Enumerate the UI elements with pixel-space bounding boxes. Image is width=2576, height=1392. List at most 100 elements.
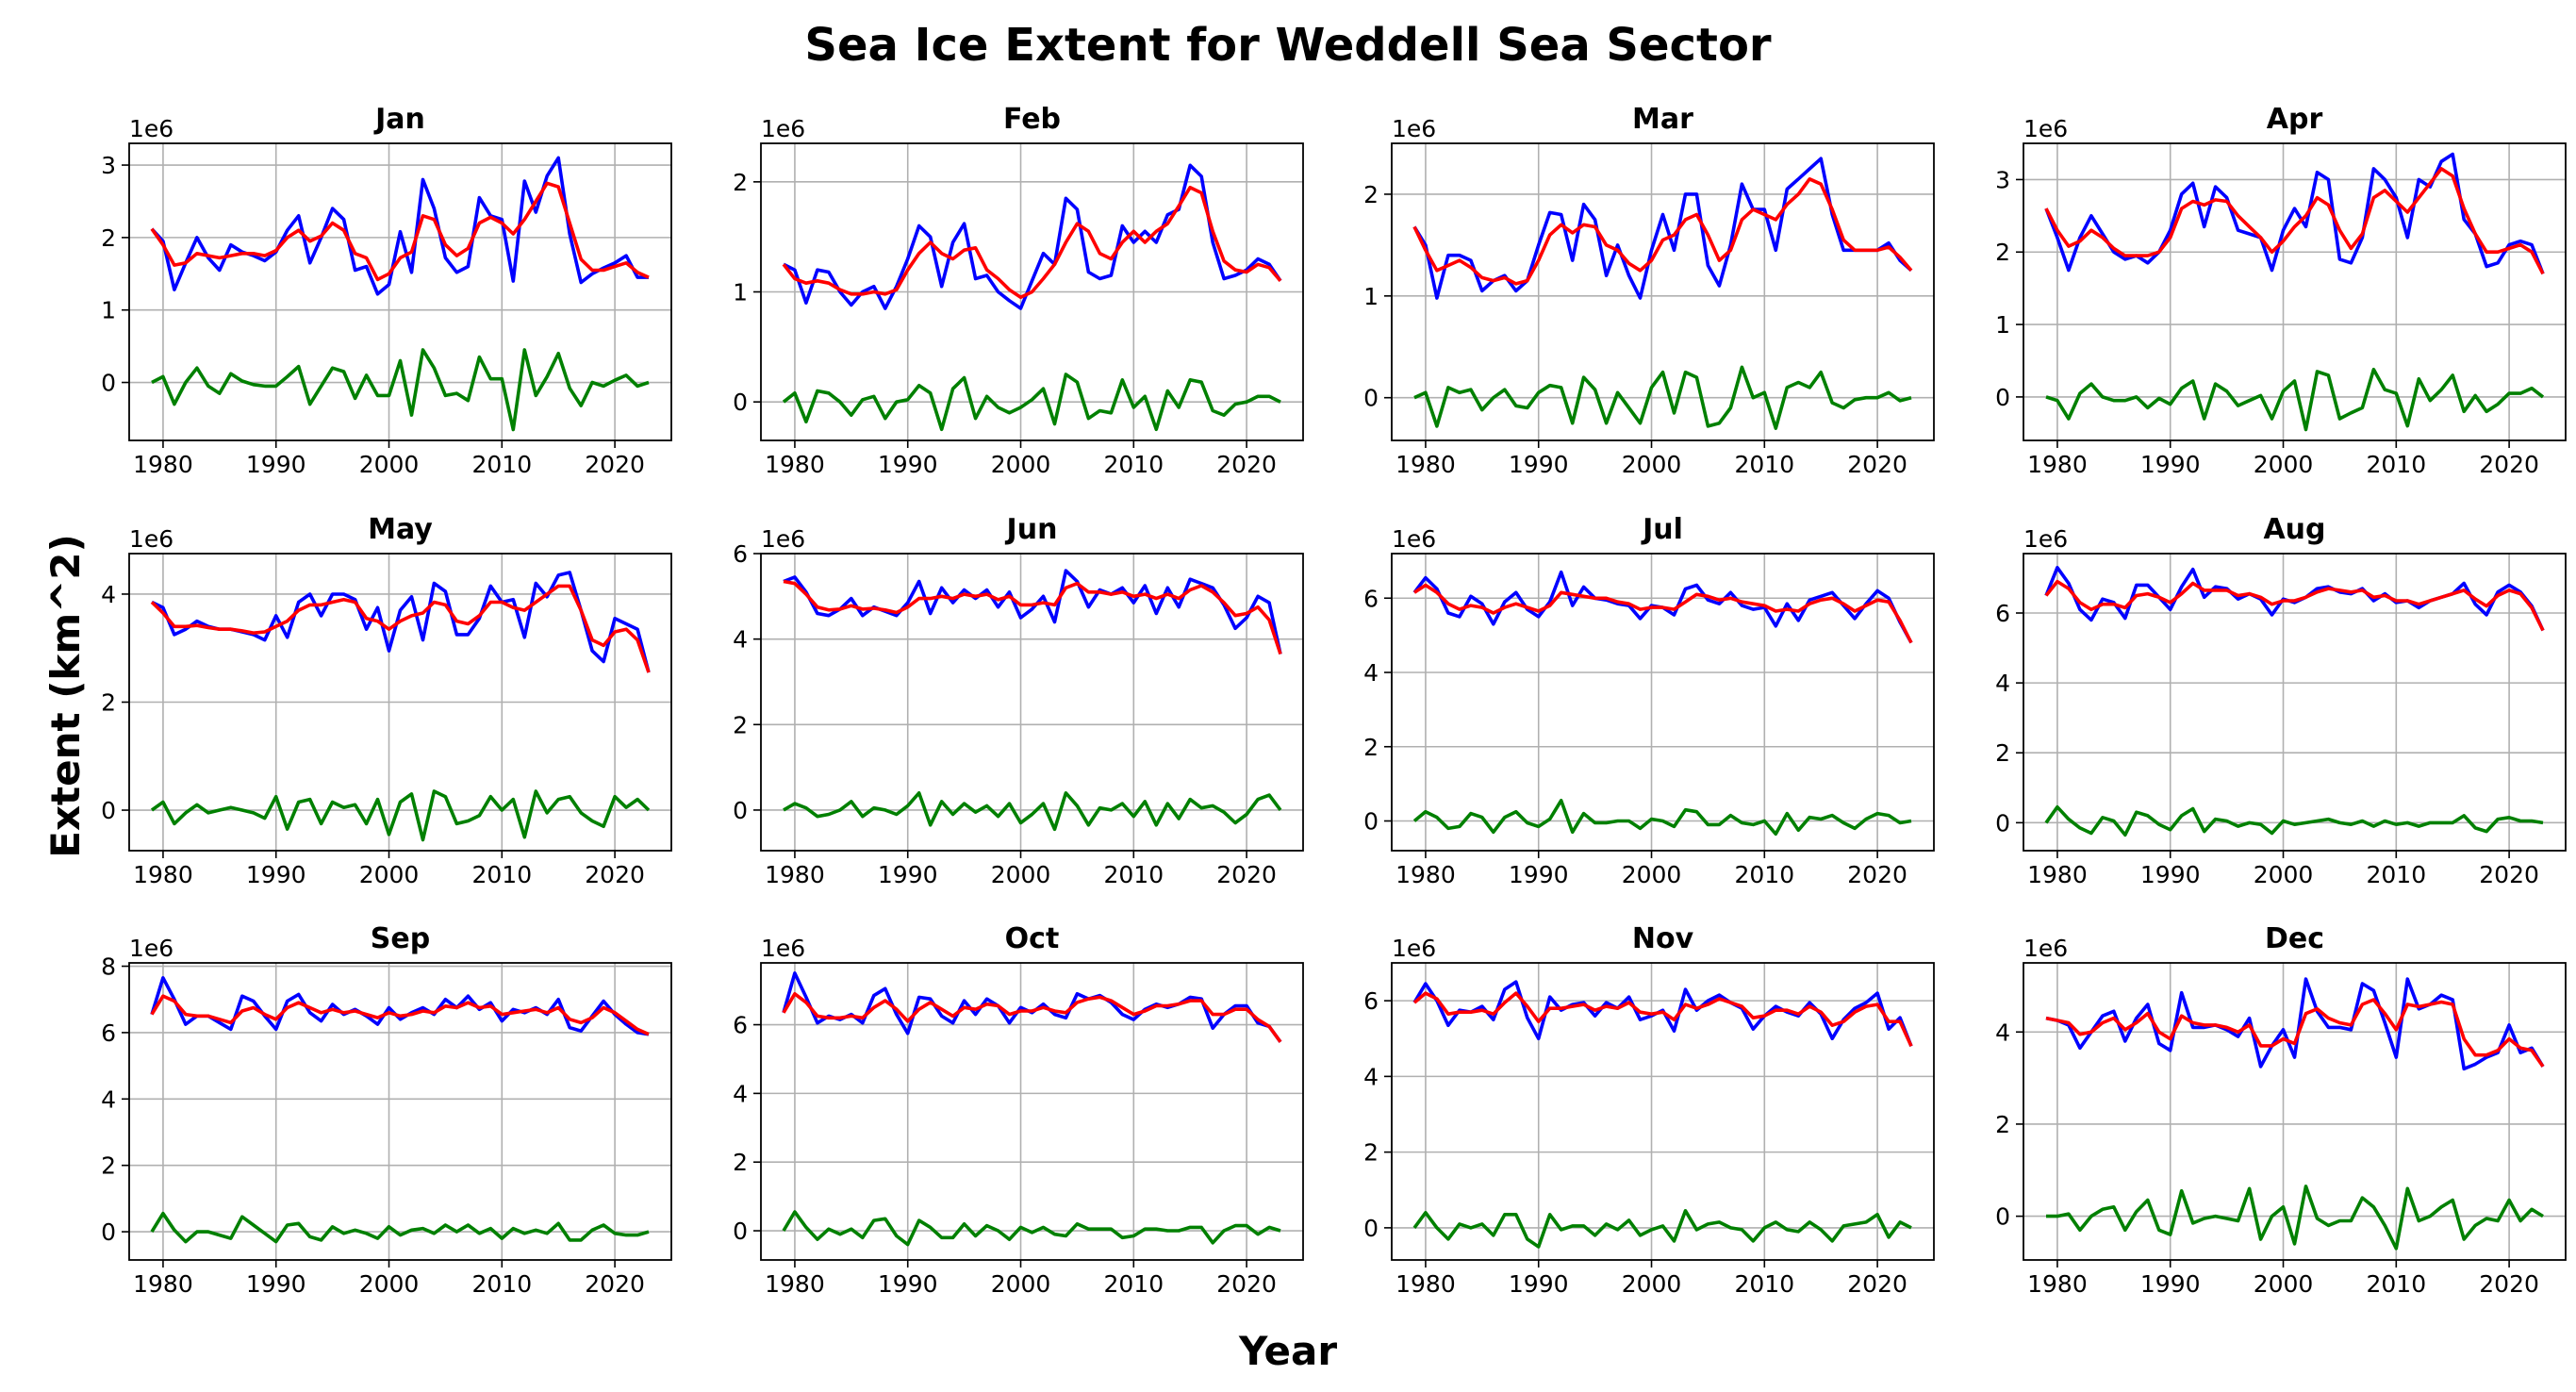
- x-tick-label: 2000: [1622, 861, 1682, 888]
- series-line-observed: [1412, 157, 1913, 300]
- y-tick-label: 4: [1363, 1063, 1379, 1090]
- y-tick-label: 2: [733, 1149, 748, 1176]
- subplot-nov: 1980 1990 2000 2010 2020 0 2 4 6 1e6 Nov: [1363, 922, 1935, 1298]
- y-tick-label: 2: [1995, 739, 2010, 767]
- x-tick-label: 1990: [878, 1270, 938, 1298]
- x-tick-label: 1990: [878, 451, 938, 478]
- series-line-residual: [150, 789, 651, 842]
- y-tick-label: 6: [733, 1012, 748, 1039]
- y-axis-label: Extent (km^2): [42, 534, 89, 857]
- x-tick-label: 2020: [1847, 451, 1907, 478]
- series-line-observed: [2044, 152, 2545, 274]
- series-line-observed: [2044, 565, 2545, 632]
- x-tick-label: 2010: [1104, 1270, 1164, 1298]
- x-tick-label: 2010: [1735, 451, 1795, 478]
- x-tick-label: 1990: [246, 1270, 306, 1298]
- x-tick-label: 1980: [2027, 451, 2088, 478]
- y-tick-label: 2: [1363, 181, 1379, 208]
- x-tick-label: 2020: [1847, 861, 1907, 888]
- x-tick-label: 1990: [2140, 861, 2201, 888]
- subplot-dec: 1980 1990 2000 2010 2020 0 2 4 1e6 Dec: [1995, 922, 2567, 1298]
- y-tick-label: 1: [1995, 311, 2010, 339]
- x-tick-label: 2010: [1735, 1270, 1795, 1298]
- y-tick-label: 6: [1363, 987, 1379, 1015]
- subplot-title: Nov: [1632, 922, 1694, 955]
- y-tick-label: 3: [101, 152, 116, 179]
- x-tick-label: 2020: [2479, 861, 2539, 888]
- y-multiplier-label: 1e6: [1392, 115, 1436, 142]
- x-tick-label: 1990: [1509, 1270, 1569, 1298]
- y-tick-label: 6: [1995, 600, 2010, 627]
- axes-frame: [2023, 553, 2567, 852]
- x-tick-label: 2010: [1104, 861, 1164, 888]
- y-tick-label: 2: [101, 689, 116, 717]
- series-line-residual: [782, 373, 1281, 432]
- y-tick-label: 0: [1995, 1203, 2010, 1231]
- series-line-residual: [2045, 367, 2545, 432]
- subplot-jul: 1980 1990 2000 2010 2020 0 2 4 6 1e6 Jul: [1363, 513, 1935, 888]
- subplot-title: Sep: [371, 922, 430, 955]
- x-tick-label: 2000: [1622, 1270, 1682, 1298]
- x-tick-label: 1980: [133, 451, 193, 478]
- y-tick-label: 0: [733, 797, 748, 824]
- y-tick-label: 1: [101, 297, 116, 324]
- x-tick-label: 1980: [133, 1270, 193, 1298]
- x-tick-label: 2000: [359, 1270, 420, 1298]
- subplot-sep: 1980 1990 2000 2010 2020 0 2 4 6 8 1e6 Sep: [101, 922, 672, 1298]
- series-line-residual: [1413, 365, 1912, 430]
- y-tick-label: 1: [1363, 283, 1379, 310]
- series-line-residual: [150, 1211, 650, 1244]
- x-tick-label: 2000: [359, 451, 420, 478]
- y-tick-label: 2: [733, 169, 748, 196]
- y-multiplier-label: 1e6: [761, 525, 805, 553]
- x-tick-label: 1990: [1509, 861, 1569, 888]
- x-tick-label: 1990: [246, 861, 306, 888]
- x-tick-label: 2020: [2479, 451, 2539, 478]
- y-tick-label: 4: [1363, 659, 1379, 687]
- series-line-smoothed: [150, 584, 651, 673]
- x-tick-label: 2010: [472, 451, 533, 478]
- y-tick-label: 4: [101, 581, 116, 608]
- subplot-oct: 1980 1990 2000 2010 2020 0 2 4 6 1e6 Oct: [733, 922, 1304, 1298]
- y-multiplier-label: 1e6: [129, 115, 173, 142]
- y-multiplier-label: 1e6: [761, 935, 805, 962]
- y-tick-label: 2: [101, 1152, 116, 1180]
- axes-frame: [128, 962, 672, 1261]
- series-line-residual: [1412, 798, 1912, 837]
- y-tick-label: 4: [733, 1080, 748, 1107]
- x-tick-label: 2000: [2254, 1270, 2314, 1298]
- x-tick-label: 1990: [878, 861, 938, 888]
- series-line-smoothed: [783, 579, 1282, 655]
- series-line-residual: [782, 1210, 1281, 1247]
- y-tick-label: 0: [1363, 385, 1379, 412]
- series-line-smoothed: [2044, 167, 2545, 275]
- x-tick-label: 2000: [991, 451, 1051, 478]
- y-multiplier-label: 1e6: [2023, 935, 2068, 962]
- x-tick-label: 2000: [2254, 451, 2314, 478]
- y-tick-label: 2: [1363, 734, 1379, 761]
- series-line-smoothed: [782, 992, 1282, 1043]
- x-tick-label: 2000: [359, 861, 420, 888]
- x-tick-label: 1980: [765, 861, 825, 888]
- series-line-smoothed: [2044, 579, 2545, 632]
- y-tick-label: 3: [1995, 166, 2010, 193]
- y-multiplier-label: 1e6: [2023, 115, 2068, 142]
- series-line-smoothed: [150, 994, 650, 1036]
- y-multiplier-label: 1e6: [2023, 525, 2068, 553]
- axes-frame: [2023, 142, 2567, 441]
- subplot-title: Oct: [1005, 922, 1060, 955]
- x-tick-label: 2020: [585, 861, 645, 888]
- subplot-jun: 1980 1990 2000 2010 2020 0 2 4 6 1e6 Jun: [733, 513, 1304, 888]
- y-tick-label: 0: [733, 1218, 748, 1245]
- x-tick-label: 2020: [1216, 451, 1277, 478]
- series-line-smoothed: [150, 181, 650, 282]
- series-line-observed: [783, 163, 1282, 310]
- series-line-observed: [783, 569, 1282, 655]
- y-tick-label: 4: [1995, 670, 2010, 697]
- x-tick-label: 2010: [2367, 451, 2427, 478]
- x-tick-label: 2000: [991, 1270, 1051, 1298]
- series-line-observed: [150, 156, 649, 296]
- x-tick-label: 1980: [1395, 861, 1456, 888]
- subplot-title: Apr: [2267, 103, 2323, 136]
